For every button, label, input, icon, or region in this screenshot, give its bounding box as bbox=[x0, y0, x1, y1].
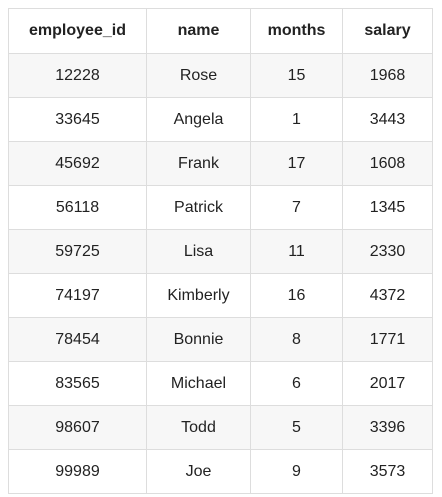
cell-employee-id: 74197 bbox=[8, 273, 147, 318]
table-row: 74197 Kimberly 16 4372 bbox=[8, 273, 433, 318]
cell-name: Patrick bbox=[146, 185, 251, 230]
cell-employee-id: 56118 bbox=[8, 185, 147, 230]
employee-table-container: employee_id name months salary 12228 Ros… bbox=[8, 8, 433, 494]
cell-months: 9 bbox=[250, 449, 343, 494]
header-months: months bbox=[250, 8, 343, 54]
cell-months: 16 bbox=[250, 273, 343, 318]
cell-salary: 3396 bbox=[342, 405, 433, 450]
cell-name: Joe bbox=[146, 449, 251, 494]
cell-salary: 3573 bbox=[342, 449, 433, 494]
table-row: 78454 Bonnie 8 1771 bbox=[8, 317, 433, 362]
cell-salary: 2017 bbox=[342, 361, 433, 406]
header-row: employee_id name months salary bbox=[8, 8, 433, 54]
table-row: 56118 Patrick 7 1345 bbox=[8, 185, 433, 230]
table-header: employee_id name months salary bbox=[8, 8, 433, 54]
table-row: 59725 Lisa 11 2330 bbox=[8, 229, 433, 274]
cell-name: Angela bbox=[146, 97, 251, 142]
table-row: 45692 Frank 17 1608 bbox=[8, 141, 433, 186]
cell-salary: 1771 bbox=[342, 317, 433, 362]
table-row: 98607 Todd 5 3396 bbox=[8, 405, 433, 450]
cell-salary: 3443 bbox=[342, 97, 433, 142]
cell-months: 11 bbox=[250, 229, 343, 274]
table-row: 33645 Angela 1 3443 bbox=[8, 97, 433, 142]
cell-salary: 1968 bbox=[342, 53, 433, 98]
cell-salary: 1608 bbox=[342, 141, 433, 186]
cell-employee-id: 83565 bbox=[8, 361, 147, 406]
cell-name: Todd bbox=[146, 405, 251, 450]
cell-employee-id: 59725 bbox=[8, 229, 147, 274]
cell-salary: 2330 bbox=[342, 229, 433, 274]
cell-months: 8 bbox=[250, 317, 343, 362]
cell-name: Kimberly bbox=[146, 273, 251, 318]
cell-months: 7 bbox=[250, 185, 343, 230]
table-body: 12228 Rose 15 1968 33645 Angela 1 3443 4… bbox=[8, 53, 433, 494]
cell-employee-id: 45692 bbox=[8, 141, 147, 186]
table-row: 12228 Rose 15 1968 bbox=[8, 53, 433, 98]
table-row: 99989 Joe 9 3573 bbox=[8, 449, 433, 494]
cell-months: 6 bbox=[250, 361, 343, 406]
header-name: name bbox=[146, 8, 251, 54]
cell-name: Frank bbox=[146, 141, 251, 186]
cell-employee-id: 12228 bbox=[8, 53, 147, 98]
table-row: 83565 Michael 6 2017 bbox=[8, 361, 433, 406]
cell-salary: 1345 bbox=[342, 185, 433, 230]
header-employee-id: employee_id bbox=[8, 8, 147, 54]
cell-name: Bonnie bbox=[146, 317, 251, 362]
cell-employee-id: 99989 bbox=[8, 449, 147, 494]
header-salary: salary bbox=[342, 8, 433, 54]
cell-employee-id: 33645 bbox=[8, 97, 147, 142]
cell-months: 5 bbox=[250, 405, 343, 450]
cell-months: 17 bbox=[250, 141, 343, 186]
employee-table: employee_id name months salary 12228 Ros… bbox=[8, 8, 433, 494]
cell-name: Michael bbox=[146, 361, 251, 406]
cell-salary: 4372 bbox=[342, 273, 433, 318]
cell-name: Lisa bbox=[146, 229, 251, 274]
cell-name: Rose bbox=[146, 53, 251, 98]
cell-months: 1 bbox=[250, 97, 343, 142]
cell-employee-id: 98607 bbox=[8, 405, 147, 450]
cell-employee-id: 78454 bbox=[8, 317, 147, 362]
cell-months: 15 bbox=[250, 53, 343, 98]
